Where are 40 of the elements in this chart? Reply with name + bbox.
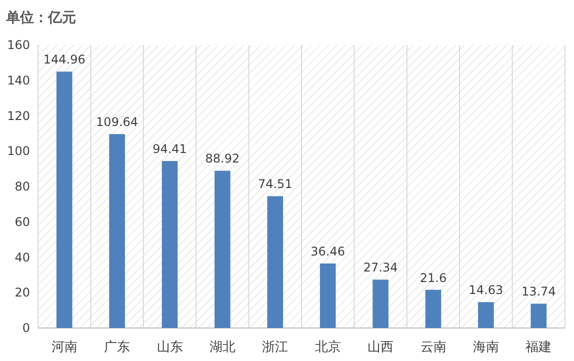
x-tick-label: 北京	[314, 340, 341, 355]
x-tick-label: 山西	[368, 340, 394, 355]
x-tick-label: 云南	[420, 340, 446, 355]
data-label: 94.41	[152, 142, 187, 156]
x-tick-label: 广东	[104, 340, 130, 355]
y-tick-label: 0	[22, 321, 30, 335]
x-tick-label: 山东	[156, 340, 183, 355]
x-tick-label: 河南	[51, 340, 78, 355]
data-label: 109.64	[96, 115, 138, 130]
data-label: 88.92	[205, 152, 240, 166]
data-label: 14.63	[468, 283, 504, 298]
bar	[214, 170, 230, 328]
data-label: 21.6	[420, 270, 447, 285]
y-tick-label: 160	[7, 38, 30, 52]
bar	[109, 134, 125, 328]
x-tick-label: 福建	[526, 340, 552, 355]
bar	[162, 161, 178, 328]
y-tick-label: 80	[14, 180, 30, 194]
data-label: 27.34	[363, 260, 398, 275]
y-tick-label: 20	[14, 286, 30, 300]
bar	[56, 72, 72, 328]
data-label: 144.96	[43, 52, 86, 67]
x-tick-label: 海南	[472, 340, 499, 355]
x-tick-label: 湖北	[209, 340, 236, 355]
y-tick-label: 40	[14, 250, 30, 264]
data-label: 36.46	[310, 244, 346, 259]
y-tick-label: 100	[7, 144, 30, 158]
y-tick-label: 140	[7, 73, 30, 88]
bar	[267, 196, 284, 328]
y-axis-title: 单位：亿元	[5, 10, 76, 26]
bar	[320, 264, 336, 328]
x-tick-label: 浙江	[262, 340, 288, 355]
y-tick-label: 60	[14, 214, 30, 229]
data-label: 74.51	[258, 177, 292, 192]
bar	[478, 302, 494, 328]
y-tick-label: 120	[7, 108, 30, 123]
data-label: 13.74	[521, 284, 556, 299]
bar	[425, 290, 442, 328]
bar	[372, 280, 388, 328]
bar	[530, 304, 547, 328]
